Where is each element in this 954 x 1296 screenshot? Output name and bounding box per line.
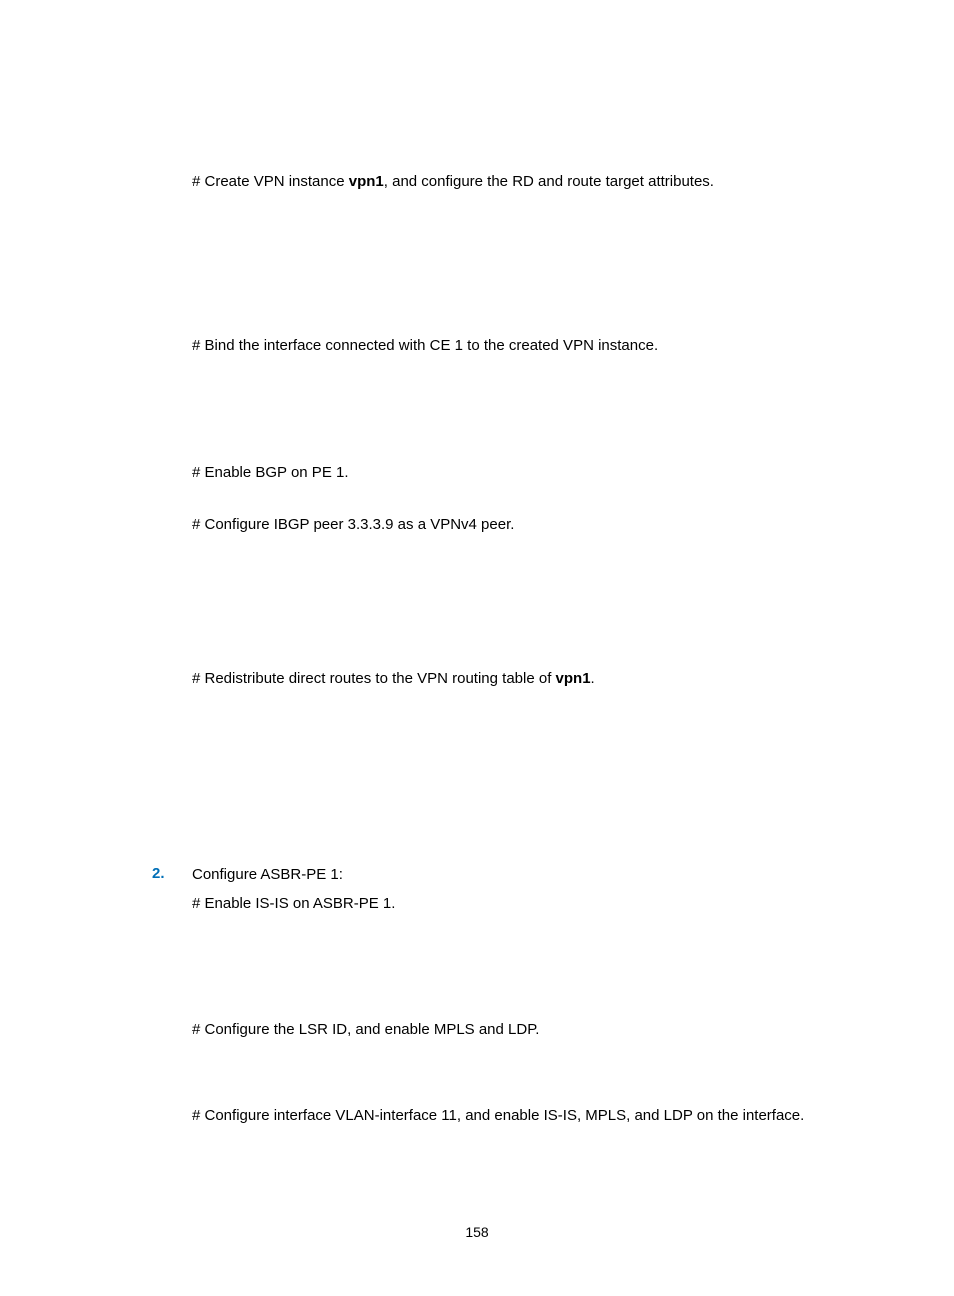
comment-enable-isis-asbr-pe1: # Enable IS-IS on ASBR-PE 1. xyxy=(192,894,884,914)
page: # Create VPN instance vpn1, and configur… xyxy=(0,0,954,1296)
step-number: 2. xyxy=(152,865,165,882)
text-fragment: , and configure the RD and route target … xyxy=(384,173,714,190)
text-fragment: . xyxy=(591,670,595,687)
spacer xyxy=(192,483,884,515)
spacer xyxy=(192,914,884,1020)
text-vpn1-bold: vpn1 xyxy=(556,670,591,687)
text-vpn1-bold: vpn1 xyxy=(349,173,384,190)
comment-create-vpn-instance: # Create VPN instance vpn1, and configur… xyxy=(192,172,884,192)
comment-enable-bgp-pe1: # Enable BGP on PE 1. xyxy=(192,463,884,483)
text-fragment: # Redistribute direct routes to the VPN … xyxy=(192,670,556,687)
comment-redistribute-direct-routes: # Redistribute direct routes to the VPN … xyxy=(192,669,884,689)
comment-bind-interface-ce1: # Bind the interface connected with CE 1… xyxy=(192,336,884,356)
page-number: 158 xyxy=(0,1224,954,1240)
spacer xyxy=(192,535,884,669)
spacer xyxy=(192,689,884,865)
step-2: 2. Configure ASBR-PE 1: # Enable IS-IS o… xyxy=(192,865,884,914)
spacer xyxy=(192,886,884,894)
spacer xyxy=(192,357,884,463)
comment-lsr-id-mpls-ldp: # Configure the LSR ID, and enable MPLS … xyxy=(192,1020,884,1040)
comment-vlan-interface-11: # Configure interface VLAN-interface 11,… xyxy=(192,1106,884,1126)
comment-ibgp-peer-vpnv4: # Configure IBGP peer 3.3.3.9 as a VPNv4… xyxy=(192,515,884,535)
spacer xyxy=(192,1040,884,1106)
text-fragment: # Create VPN instance xyxy=(192,173,349,190)
spacer xyxy=(192,192,884,336)
step-2-title: Configure ASBR-PE 1: xyxy=(192,865,884,885)
